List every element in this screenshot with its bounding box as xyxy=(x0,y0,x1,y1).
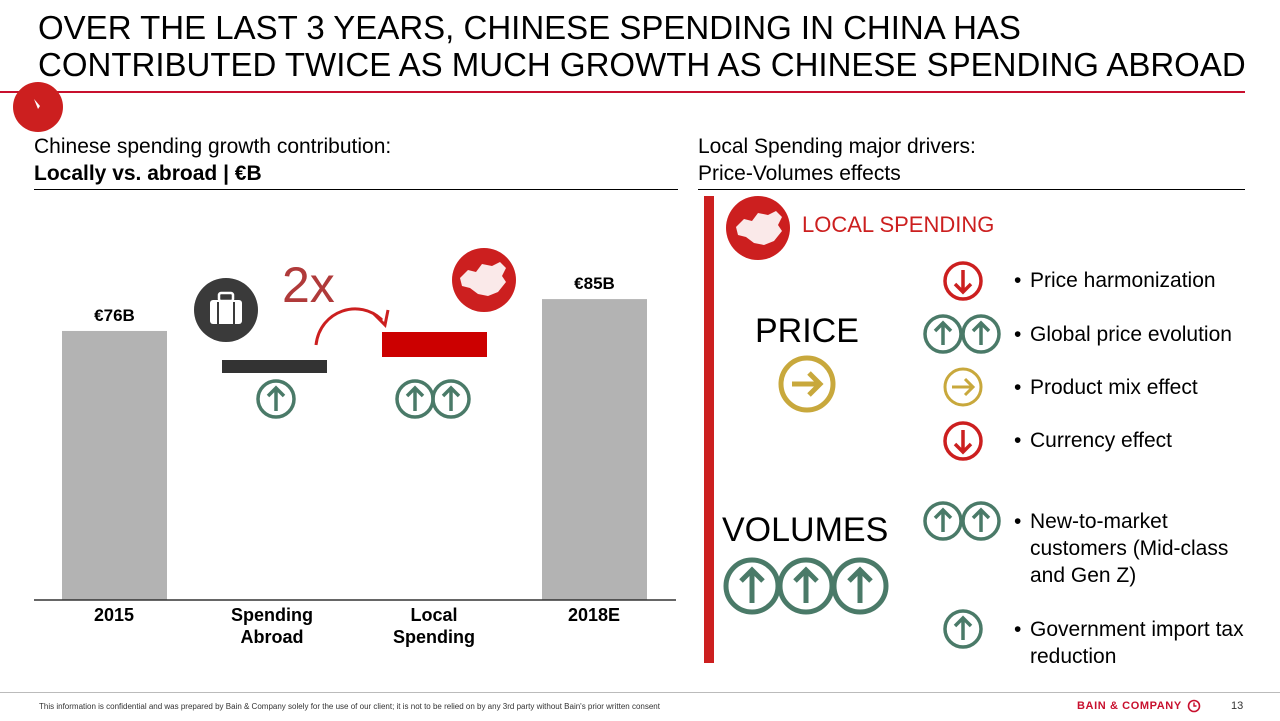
driver-import-tax: Government import tax reduction xyxy=(1014,616,1244,670)
data-label-3: €85B xyxy=(574,274,615,293)
double-arrow-up-icon xyxy=(923,501,1001,541)
local-spending-bar-accent xyxy=(704,196,714,663)
bar-2018e xyxy=(542,299,647,600)
price-label: PRICE xyxy=(755,312,859,350)
right-subtitle: Local Spending major drivers: Price-Volu… xyxy=(698,133,976,187)
section-label: LOCAL SPENDING xyxy=(802,212,995,237)
arrow-down-icon xyxy=(943,421,983,461)
category-label-1: Spending Abroad xyxy=(231,605,313,647)
double-arrow-up-icon xyxy=(923,314,1001,354)
triple-arrow-up-icon xyxy=(723,557,889,615)
arrow-right-icon xyxy=(778,355,836,413)
right-subtitle-rule xyxy=(698,189,1245,190)
growth-curve-arrowhead xyxy=(372,309,390,329)
confidentiality-note: This information is confidential and was… xyxy=(39,702,660,711)
category-label-3: 2018E xyxy=(567,605,621,625)
waterfall-chart: €76B €85B 2x xyxy=(34,248,676,601)
category-label-0: 2015 xyxy=(93,605,135,625)
bar-spending-abroad xyxy=(222,360,327,373)
volumes-label: VOLUMES xyxy=(722,511,889,549)
arrow-up-icon xyxy=(943,609,983,649)
right-subtitle-line1: Local Spending major drivers: xyxy=(698,135,976,158)
left-subtitle: Chinese spending growth contribution: Lo… xyxy=(34,133,391,187)
growth-curve-arrow xyxy=(314,307,384,346)
page-title: OVER THE LAST 3 YEARS, CHINESE SPENDING … xyxy=(38,9,1246,83)
right-subtitle-line2: Price-Volumes effects xyxy=(698,162,901,185)
left-subtitle-line2: Locally vs. abroad | €B xyxy=(34,162,262,185)
left-subtitle-line1: Chinese spending growth contribution: xyxy=(34,135,392,158)
category-label-2: Local Spending xyxy=(393,605,475,647)
slash-mark-icon xyxy=(34,99,40,109)
bain-logo-badge xyxy=(13,82,63,132)
driver-new-to-market: New-to-market customers (Mid-class and G… xyxy=(1014,508,1228,589)
bain-clock-logo-icon xyxy=(1187,699,1201,713)
suitcase-icon xyxy=(194,278,258,342)
double-arrow-up-icon xyxy=(395,379,471,419)
china-map-icon xyxy=(452,248,516,312)
driver-product-mix-effect: Product mix effect xyxy=(1014,374,1198,401)
china-map-icon xyxy=(726,196,790,260)
driver-price-harmonization: Price harmonization xyxy=(1014,267,1216,294)
brand-name: BAIN & COMPANY xyxy=(1077,700,1182,712)
bar-local-spending xyxy=(382,332,487,357)
title-divider xyxy=(0,91,1245,93)
driver-global-price-evolution: Global price evolution xyxy=(1014,321,1232,348)
left-subtitle-rule xyxy=(34,189,678,190)
multiplier-label: 2x xyxy=(282,257,335,313)
arrow-up-icon xyxy=(256,379,296,419)
bar-2015 xyxy=(62,330,167,600)
page-number: 13 xyxy=(1231,700,1244,712)
driver-currency-effect: Currency effect xyxy=(1014,427,1172,454)
footer-divider xyxy=(0,692,1280,693)
arrow-right-icon xyxy=(943,367,983,407)
data-label-0: €76B xyxy=(94,306,135,325)
arrow-down-icon xyxy=(943,261,983,301)
